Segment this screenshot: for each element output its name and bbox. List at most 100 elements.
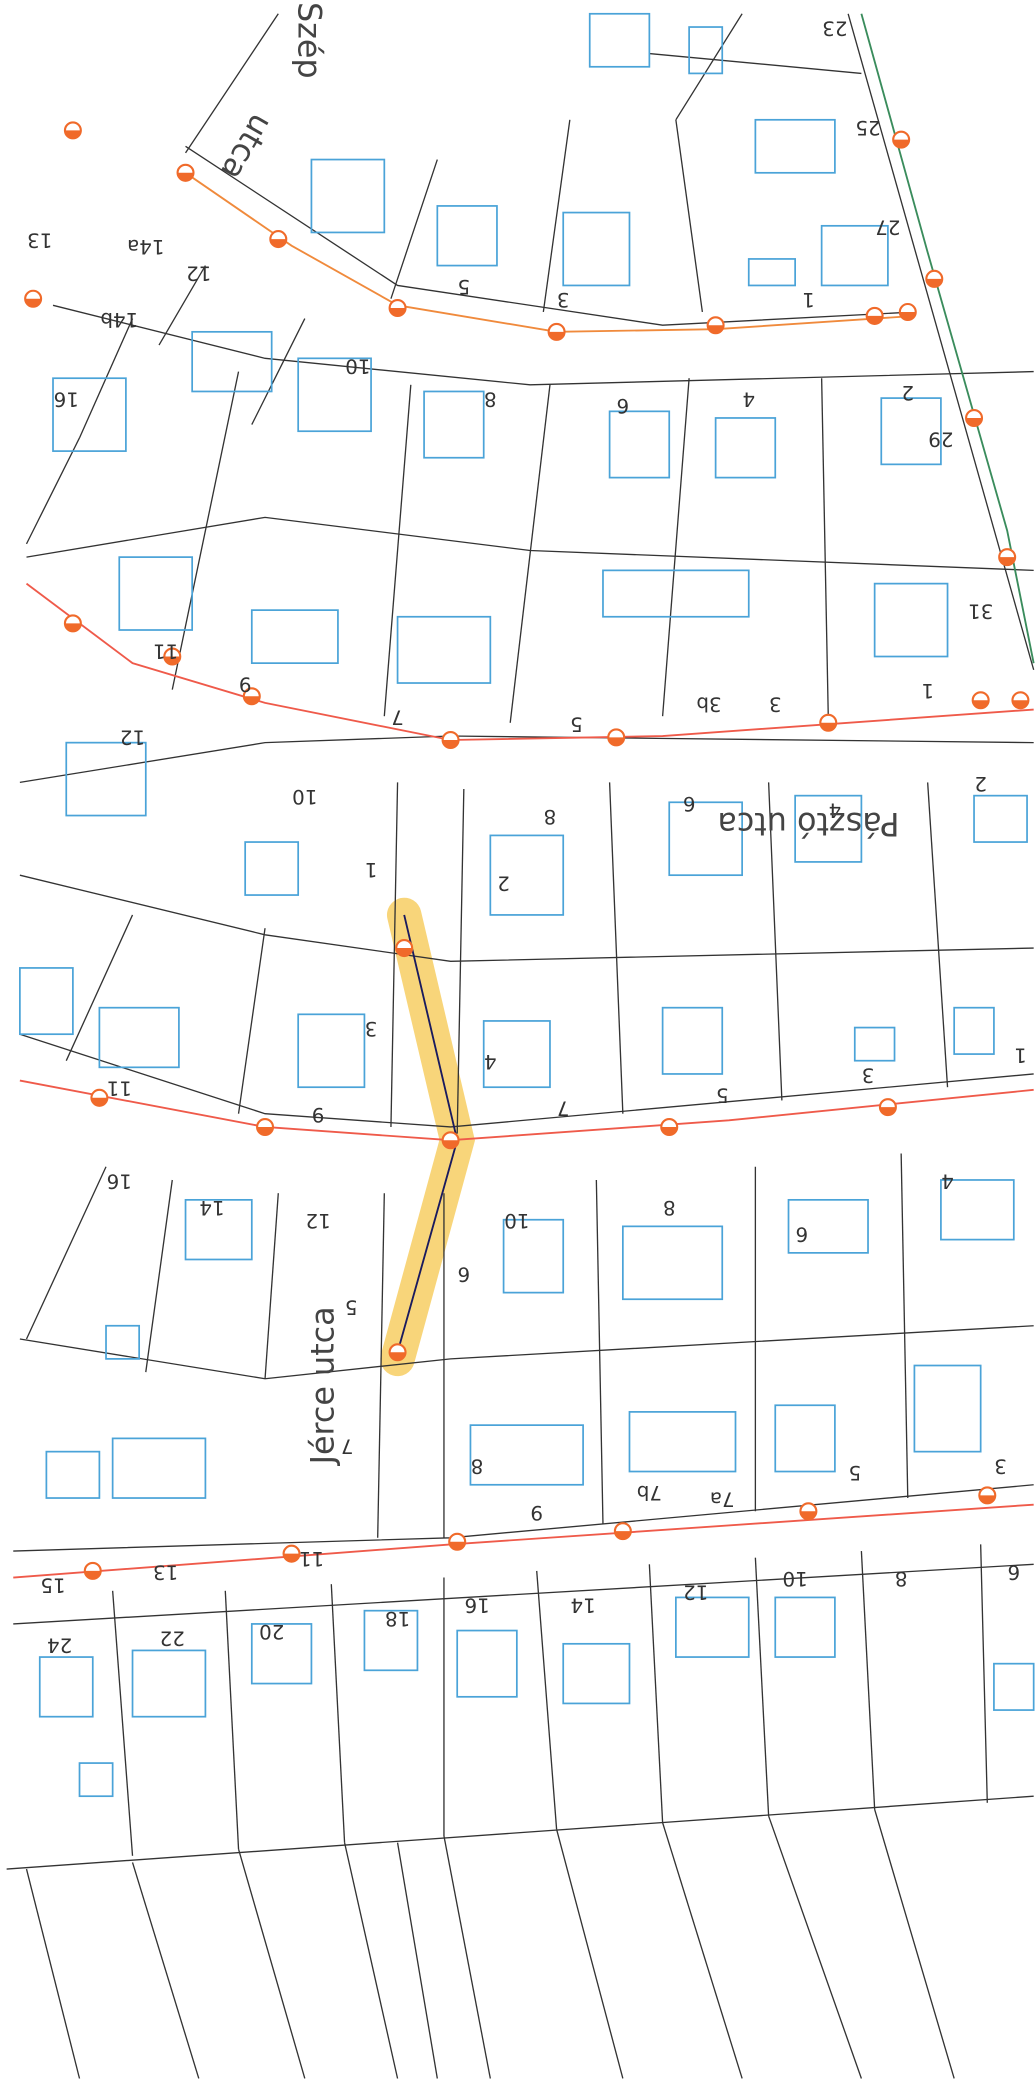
building [456, 1629, 518, 1698]
building [562, 1642, 631, 1705]
street-name: Jérce utca [305, 1306, 342, 1466]
house-number: 24 [47, 1633, 72, 1656]
parcel-line [767, 782, 783, 1101]
house-number: 16 [107, 1169, 132, 1192]
parcel-line [131, 1862, 200, 2079]
building [754, 118, 836, 174]
building [52, 377, 127, 452]
lamp-marker-fill [449, 1541, 466, 1550]
parcel-line [443, 1835, 491, 2079]
parcel-line [25, 437, 81, 545]
house-number: 12 [683, 1580, 708, 1603]
house-number: 5 [345, 1295, 358, 1318]
parcel-line [649, 52, 862, 75]
building [363, 1609, 419, 1672]
lamp-marker-fill [243, 696, 260, 705]
building [244, 841, 300, 896]
house-number: 12 [186, 262, 211, 285]
lamp-marker-fill [164, 656, 181, 665]
house-number: 1 [921, 679, 934, 702]
parcel-line [13, 1484, 1034, 1552]
house-number: 14 [570, 1594, 595, 1617]
building [436, 205, 498, 267]
building [111, 1437, 207, 1499]
house-number: 6 [795, 1222, 808, 1245]
house-number: 29 [928, 427, 953, 450]
lamp-marker-fill [84, 1570, 101, 1579]
building [747, 258, 796, 287]
parcel-line [237, 1849, 306, 2079]
lamp-marker-fill [257, 1126, 273, 1135]
parcel-line [396, 1842, 438, 2079]
lamp-marker-fill [64, 130, 81, 139]
parcel-line [184, 13, 279, 154]
lamp-marker-fill [1012, 700, 1029, 709]
house-number: 8 [471, 1454, 484, 1477]
building [820, 224, 889, 287]
parcel-line [19, 874, 1034, 962]
lamp-marker-fill [614, 1531, 631, 1540]
building [621, 1225, 724, 1301]
house-number: 13 [27, 229, 52, 252]
lamp-marker-fill [866, 315, 883, 324]
building [774, 1596, 836, 1658]
parcel-line [661, 1822, 743, 2079]
parcel-line [874, 1809, 955, 2079]
building [668, 801, 743, 877]
building [608, 410, 671, 479]
lamp-marker-fill [608, 737, 625, 746]
lamp-marker-fill [926, 278, 943, 287]
lamp-marker-fill [389, 307, 406, 316]
house-number: 7 [557, 1097, 570, 1120]
house-number: 8 [544, 805, 557, 828]
parcel-line [19, 735, 1034, 784]
parcel-line [185, 145, 915, 326]
lamp-marker-fill [396, 948, 413, 957]
house-number: 4 [484, 1050, 497, 1073]
house-number: 27 [875, 215, 900, 238]
house-number: 23 [822, 17, 847, 40]
building [913, 1364, 982, 1453]
house-number: 8 [895, 1567, 908, 1590]
house-number: 16 [464, 1594, 489, 1617]
building [19, 967, 74, 1036]
house-number: 22 [160, 1627, 185, 1650]
lamp-marker-fill [177, 172, 194, 181]
parcel-line [19, 1325, 1034, 1380]
house-number: 8 [663, 1196, 676, 1219]
house-number: 10 [504, 1209, 529, 1232]
building [675, 1596, 750, 1658]
lamp-marker-fill [270, 239, 287, 248]
house-number: 12 [305, 1209, 330, 1232]
house-number: 6 [1007, 1560, 1020, 1583]
building [310, 158, 386, 234]
building [873, 582, 949, 658]
house-number: 3 [769, 692, 782, 715]
building [774, 1404, 836, 1473]
house-number: 3 [862, 1063, 875, 1086]
house-number: 25 [855, 116, 880, 139]
building [45, 1450, 101, 1499]
house-number: 7 [391, 706, 404, 729]
parcel-line [377, 1193, 385, 1538]
house-number: 5 [848, 1461, 861, 1484]
lamp-marker-fill [979, 1495, 996, 1504]
building [131, 1649, 207, 1718]
building [973, 794, 1028, 843]
building [502, 1218, 565, 1294]
parcel-line [509, 384, 551, 723]
parcel-line [900, 1153, 909, 1499]
house-number: 9 [239, 673, 252, 696]
parcel-line [648, 1564, 664, 1823]
lamp-marker-fill [707, 325, 724, 334]
house-number: 6 [617, 394, 630, 417]
building [191, 330, 273, 393]
street-name: utca [213, 108, 280, 187]
house-number: 4 [941, 1169, 954, 1192]
parcel-line [926, 782, 949, 1088]
house-number: 3 [994, 1454, 1007, 1477]
lamp-marker-fill [879, 1107, 896, 1116]
lamp-marker-fill [661, 1126, 678, 1135]
house-number: 3 [365, 1017, 378, 1040]
parcel-line [456, 789, 465, 1134]
